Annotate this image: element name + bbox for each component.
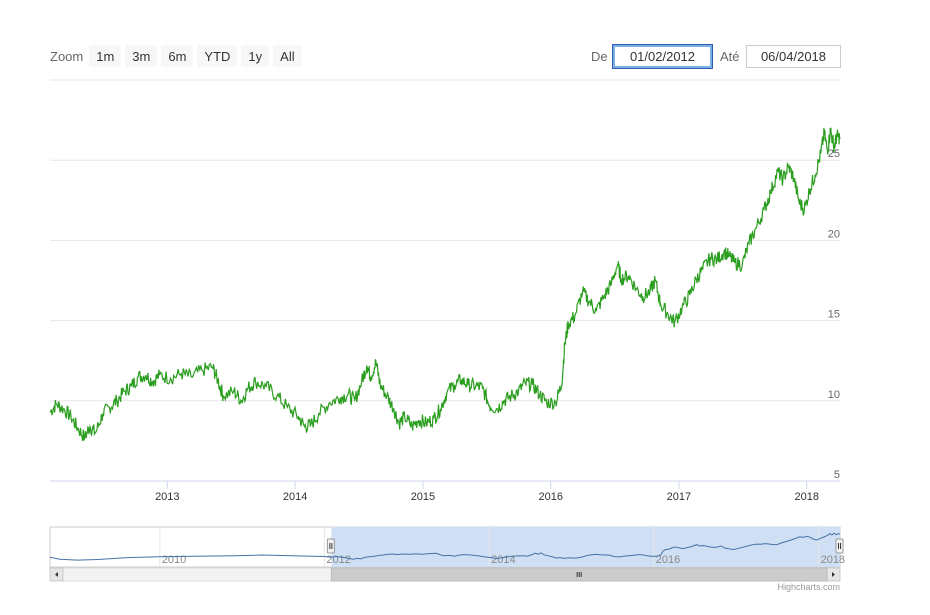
navigator-tick-label: 2016 xyxy=(656,554,680,566)
y-tick-label: 10 xyxy=(828,389,840,401)
arrow-right-icon xyxy=(832,572,835,577)
zoom-3m-button[interactable]: 3m xyxy=(125,45,158,67)
zoom-6m-button[interactable]: 6m xyxy=(161,45,194,67)
from-label: De xyxy=(591,49,608,64)
x-tick-label: 2017 xyxy=(667,491,691,503)
to-date-input[interactable]: 06/04/2018 xyxy=(746,45,841,68)
y-tick-label: 20 xyxy=(828,228,840,240)
from-date-input[interactable]: 01/02/2012 xyxy=(612,44,713,69)
zoom-all-button[interactable]: All xyxy=(273,45,302,67)
navigator-right-handle[interactable] xyxy=(835,538,844,554)
navigator-left-handle[interactable] xyxy=(326,538,335,554)
arrow-left-icon xyxy=(55,572,58,577)
x-tick-label: 2018 xyxy=(794,491,818,503)
x-tick-label: 2014 xyxy=(283,491,307,503)
navigator-selection[interactable] xyxy=(331,527,840,567)
navigator-tick-label: 2010 xyxy=(162,554,186,566)
to-label: Até xyxy=(720,49,740,64)
navigator-series-line xyxy=(49,532,841,561)
y-tick-label: 5 xyxy=(834,469,840,481)
navigator-tick-label: 2012 xyxy=(326,554,350,566)
zoom-ytd-button[interactable]: YTD xyxy=(197,45,238,67)
x-tick-label: 2015 xyxy=(411,491,435,503)
date-range: De 01/02/2012 Até 06/04/2018 xyxy=(580,44,842,69)
zoom-1m-button[interactable]: 1m xyxy=(89,45,122,67)
zoom-label: Zoom xyxy=(50,48,84,64)
navigator-tick-label: 2018 xyxy=(821,554,845,566)
credits-link[interactable]: Highcharts.com xyxy=(777,582,840,592)
y-tick-label: 15 xyxy=(828,309,840,321)
x-tick-label: 2013 xyxy=(155,491,179,503)
y-axis: 5 10 15 20 25 xyxy=(828,148,840,481)
price-series-line xyxy=(49,127,841,441)
zoom-bar: Zoom 1m 3m 6m YTD 1y All xyxy=(50,45,306,67)
zoom-1y-button[interactable]: 1y xyxy=(241,45,270,67)
x-tick-label: 2016 xyxy=(539,491,563,503)
navigator[interactable]: 2010 2012 2014 2016 2018 xyxy=(49,526,845,582)
x-axis: 2013 2014 2015 2016 2017 2018 xyxy=(155,481,819,503)
grid xyxy=(50,79,840,482)
y-tick-label: 25 xyxy=(828,148,840,160)
